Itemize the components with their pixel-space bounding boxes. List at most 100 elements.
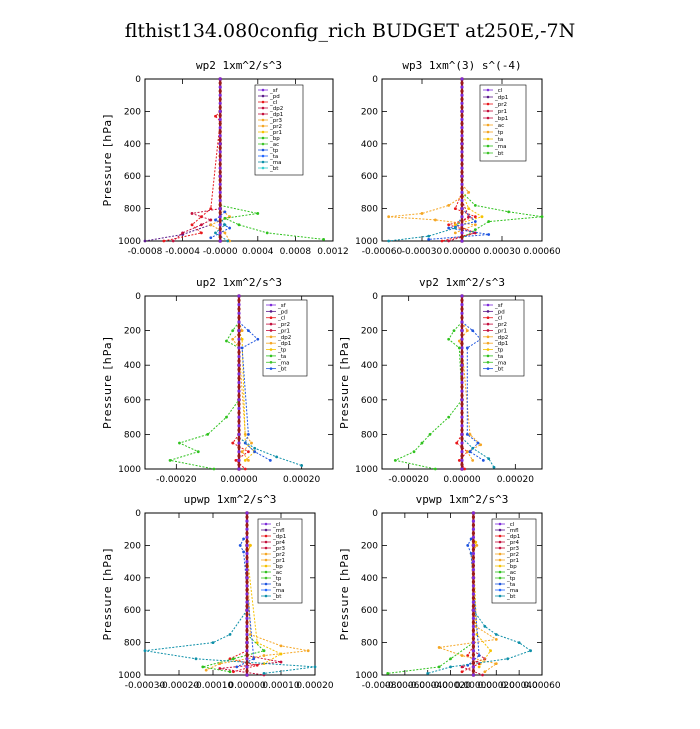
- center-marker: [471, 612, 476, 616]
- legend-label: _bt: [269, 166, 279, 172]
- legend-label: _tp: [494, 130, 504, 136]
- center-marker: [460, 458, 464, 462]
- data-point: [181, 231, 184, 235]
- data-point: [507, 210, 511, 214]
- series-line: [238, 330, 256, 461]
- legend-label: _pr2: [494, 102, 507, 108]
- data-point: [279, 652, 283, 656]
- legend-marker: [269, 329, 273, 332]
- center-marker: [471, 649, 476, 653]
- data-point: [453, 226, 457, 230]
- data-point: [232, 657, 235, 661]
- data-point: [190, 223, 194, 227]
- data-point: [214, 231, 217, 235]
- data-point: [223, 223, 227, 227]
- data-point: [256, 212, 260, 215]
- center-marker: [460, 89, 464, 93]
- legend-marker: [264, 552, 268, 556]
- center-marker: [237, 307, 241, 311]
- center-marker: [218, 211, 222, 215]
- center-marker: [471, 511, 476, 515]
- x-tick-label: -0.00060: [362, 247, 403, 257]
- legend-label: _ma: [494, 360, 506, 366]
- legend-label: _ta: [506, 582, 515, 588]
- chart-panel-up2: up2 1xm^2/s^3 0 200 400 600 800 1000 Pressure […: [95, 276, 435, 510]
- center-marker: [245, 636, 249, 641]
- y-tick-label: 600: [361, 172, 378, 182]
- center-marker: [237, 389, 241, 393]
- center-marker: [471, 592, 476, 596]
- center-marker: [471, 523, 476, 527]
- legend-label: _cl: [494, 88, 503, 94]
- y-tick-label: 400: [361, 140, 378, 150]
- legend-label: _pr3: [506, 546, 520, 552]
- x-tick-label: 0.0008: [280, 247, 312, 257]
- data-point: [452, 329, 456, 332]
- center-marker: [460, 178, 464, 182]
- y-tick-label: 200: [124, 327, 141, 337]
- legend-label: _bt: [494, 151, 504, 157]
- center-marker: [245, 641, 249, 645]
- data-point: [232, 670, 235, 674]
- center-marker: [245, 669, 249, 673]
- data-point: [506, 657, 510, 661]
- chart-svg: vpwp 1xm^2/s^3 0 200 400 600 800 1000 Pressure …: [338, 493, 561, 691]
- center-marker: [237, 298, 241, 302]
- y-tick-label: 600: [124, 396, 141, 406]
- center-marker: [218, 174, 222, 178]
- y-tick-label: 600: [124, 606, 141, 616]
- center-marker: [237, 450, 241, 454]
- data-point: [212, 467, 216, 471]
- chart-panel-upwp: upwp 1xm^2/s^3 0 200 400 600 800 1000 Pressure …: [95, 493, 435, 725]
- legend-marker: [498, 528, 502, 532]
- center-marker: [471, 535, 476, 539]
- data-point: [237, 223, 241, 227]
- legend-label: _ta: [494, 137, 503, 143]
- data-point: [225, 415, 228, 419]
- data-point: [211, 641, 215, 644]
- data-point: [209, 207, 213, 211]
- center-marker: [460, 162, 464, 166]
- y-tick-label: 200: [361, 327, 378, 337]
- center-marker: [237, 363, 241, 367]
- center-marker: [471, 616, 476, 620]
- legend-marker: [486, 348, 490, 351]
- center-marker: [460, 298, 464, 302]
- center-marker: [460, 372, 464, 376]
- x-tick-label: 0.00000: [443, 247, 480, 257]
- data-point: [540, 215, 544, 219]
- center-marker: [471, 604, 476, 608]
- center-marker: [460, 428, 464, 432]
- center-marker: [460, 223, 464, 227]
- data-point: [466, 654, 470, 657]
- center-marker: [471, 624, 476, 628]
- data-point: [231, 441, 235, 445]
- series-line: [388, 183, 478, 234]
- chart-title: vp2 1xm^2/s^3: [419, 276, 505, 289]
- center-marker: [460, 211, 464, 215]
- chart-title: vpwp 1xm^2/s^3: [416, 493, 509, 506]
- y-tick-label: 0: [372, 292, 378, 302]
- data-point: [162, 239, 166, 243]
- data-point: [481, 458, 485, 462]
- data-point: [218, 667, 222, 670]
- center-marker: [218, 121, 222, 126]
- legend-label: _cl: [506, 522, 515, 528]
- center-marker: [460, 406, 464, 411]
- data-point: [469, 537, 473, 541]
- center-marker: [460, 376, 464, 380]
- center-marker: [218, 81, 222, 85]
- data-point: [529, 649, 532, 653]
- legend-marker: [486, 316, 490, 320]
- x-tick-label: 0.00020: [478, 681, 515, 691]
- center-marker: [471, 653, 476, 657]
- legend-marker: [269, 316, 273, 320]
- center-marker: [471, 628, 476, 633]
- data-point: [460, 654, 464, 657]
- center-marker: [460, 93, 464, 97]
- center-marker: [460, 437, 464, 441]
- data-point: [168, 458, 172, 462]
- chart-panel-wp2: wp2 1xm^2/s^3 0 200 400 600 800 1000 Pressure […: [95, 55, 435, 285]
- center-marker: [218, 101, 222, 105]
- legend-label: _pr1: [269, 130, 282, 136]
